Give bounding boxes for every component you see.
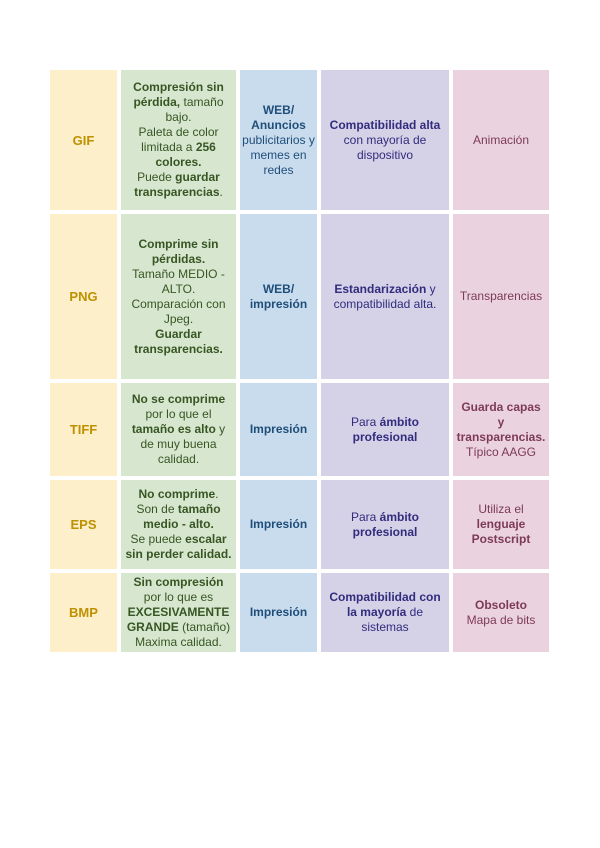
cell-usage-bmp: Impresión [240, 573, 317, 652]
cell-usage-png: WEB/ impresión [240, 214, 317, 379]
cell-features-tiff: Guarda capas y transparencias. Típico AAG… [453, 383, 549, 476]
cell-compatibility-png: Estandarización y compatibilidad alta. [321, 214, 449, 379]
cell-features-gif: Animación [453, 70, 549, 210]
cell-format-gif: GIF [50, 70, 117, 210]
cell-usage-gif: WEB/ Anuncios publicitarios y memes en r… [240, 70, 317, 210]
cell-format-bmp: BMP [50, 573, 117, 652]
cell-compatibility-eps: Para ámbito profesional [321, 480, 449, 569]
cell-description-tiff: No se comprime por lo que el tamaño es a… [121, 383, 236, 476]
cell-features-bmp: Obsoleto Mapa de bits [453, 573, 549, 652]
cell-compatibility-gif: Compatibilidad alta con mayoría de dispo… [321, 70, 449, 210]
cell-usage-eps: Impresión [240, 480, 317, 569]
cell-description-eps: No comprime. Son de tamaño medio - alto. S… [121, 480, 236, 569]
cell-compatibility-tiff: Para ámbito profesional [321, 383, 449, 476]
cell-description-bmp: Sin compresión por lo que es EXCESIVAMEN… [121, 573, 236, 652]
cell-features-png: Transparencias [453, 214, 549, 379]
image-formats-table: GIF Compresión sin pérdida, tamaño bajo.… [50, 70, 549, 652]
cell-compatibility-bmp: Compatibilidad con la mayoría de sistema… [321, 573, 449, 652]
cell-features-eps: Utiliza el lenguaje Postscript [453, 480, 549, 569]
cell-format-tiff: TIFF [50, 383, 117, 476]
cell-format-eps: EPS [50, 480, 117, 569]
cell-description-png: Comprime sin pérdidas. Tamaño MEDIO - ALT… [121, 214, 236, 379]
cell-usage-tiff: Impresión [240, 383, 317, 476]
cell-format-png: PNG [50, 214, 117, 379]
cell-description-gif: Compresión sin pérdida, tamaño bajo. Pale… [121, 70, 236, 210]
